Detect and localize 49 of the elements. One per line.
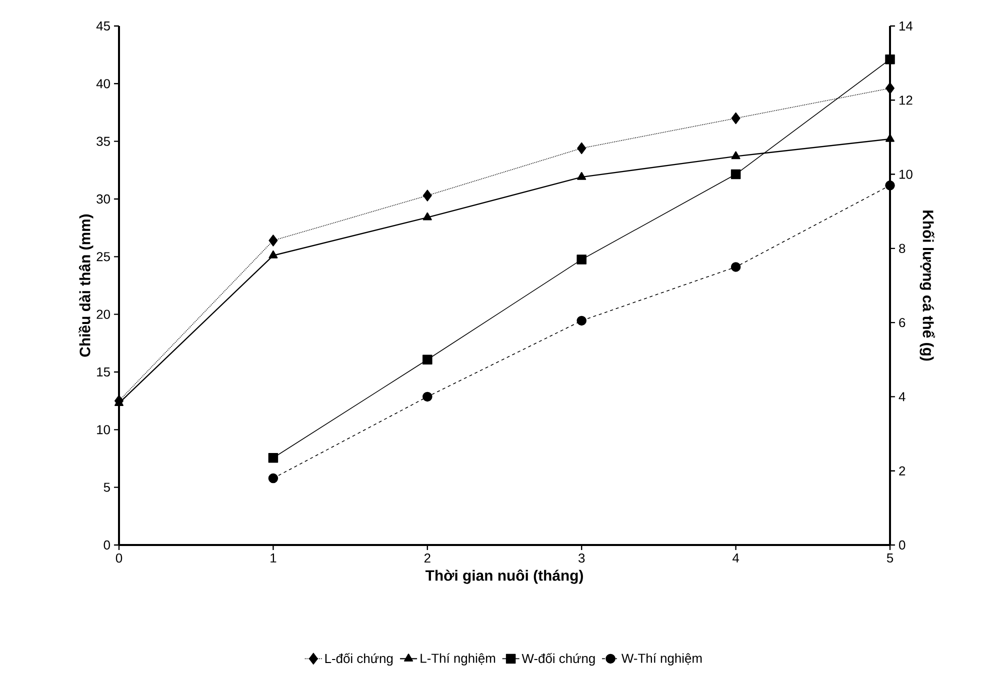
point [885, 180, 895, 190]
point [422, 212, 432, 220]
y2-axis-title: Khối lượng cá thể (g) [920, 210, 935, 361]
y2-tick-label: 2 [899, 466, 906, 476]
legend-label: W-Thí nghiệm [621, 653, 702, 666]
y2-tick-label: 10 [899, 170, 912, 179]
point [268, 453, 278, 463]
point [422, 190, 432, 202]
y-tick-label: 30 [96, 194, 110, 204]
point [268, 473, 278, 484]
point [885, 54, 895, 64]
y-tick-label: 0 [104, 540, 110, 550]
x-tick-label: 0 [116, 554, 122, 563]
y2-tick-label: 12 [899, 96, 912, 105]
y-tick-label: 15 [97, 367, 110, 377]
point [268, 250, 278, 258]
point [422, 354, 432, 365]
y-tick-label: 20 [96, 310, 110, 319]
point [731, 151, 740, 160]
y2-tick-label: 0 [899, 540, 906, 550]
legend-label: L-Thí nghiệm [420, 653, 496, 666]
y-tick-label: 35 [96, 136, 110, 146]
point [730, 262, 741, 272]
legend-label: L-đối chứng [325, 652, 393, 666]
y2-tick-label: 6 [899, 318, 906, 328]
x-tick-label: 5 [886, 554, 894, 563]
point [268, 234, 278, 246]
x-tick-label: 1 [270, 554, 276, 562]
point [422, 392, 432, 402]
legend-label: W-đối chứng [522, 652, 595, 666]
x-tick-label: 2 [424, 554, 430, 563]
x-axis-title: Thời gian nuôi (tháng) [425, 570, 583, 584]
point [576, 316, 586, 326]
point [577, 172, 586, 180]
y-tick-label: 5 [104, 482, 110, 492]
point [730, 169, 741, 180]
y-tick-label: 10 [97, 425, 110, 434]
x-tick-label: 4 [732, 554, 740, 562]
x-tick-label: 3 [578, 554, 585, 563]
y2-tick-label: 4 [898, 392, 906, 402]
y-tick-label: 40 [96, 79, 110, 88]
y-tick-label: 25 [96, 252, 110, 262]
point [576, 254, 586, 264]
y2-tick-label: 14 [899, 22, 913, 30]
y-tick-label: 45 [96, 21, 110, 31]
point [577, 142, 586, 154]
point [731, 112, 740, 124]
y2-tick-label: 8 [899, 244, 906, 254]
y-axis-title: Chiều dài thân (mm) [78, 214, 94, 357]
